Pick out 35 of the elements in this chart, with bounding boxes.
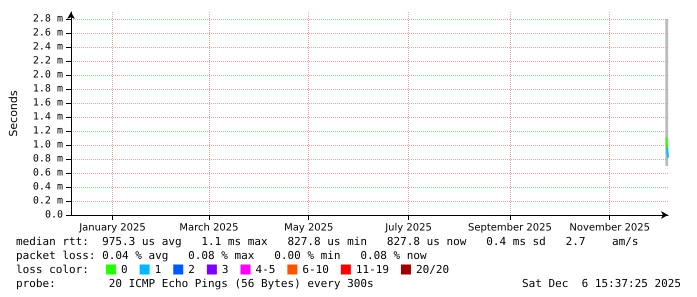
text: Sat Dec 6 15:37:25 2025 — [522, 277, 681, 291]
y-tick-label: 0.0 — [44, 210, 63, 220]
legend-label: 4-5 — [255, 263, 276, 276]
x-tick-label: November 2025 — [569, 222, 650, 234]
y-tick-label: 1.2 m — [32, 126, 63, 136]
legend-label: 1 — [154, 263, 162, 276]
y-tick-label: 0.6 m — [32, 168, 63, 178]
legend-label: 3 — [222, 263, 228, 276]
y-tick-label: 1.8 m — [32, 84, 63, 94]
x-tick-label: May 2025 — [284, 222, 334, 234]
legend-label: 6-10 — [302, 263, 329, 276]
legend-label: 0 — [121, 263, 128, 276]
y-tick-label: 1.6 m — [32, 98, 63, 108]
y-tick-label: 2.6 m — [32, 28, 63, 38]
y-tick-label: 0.8 m — [32, 154, 63, 164]
y-tick-label: 1.0 m — [32, 140, 63, 150]
y-tick-label: 0.4 m — [32, 182, 63, 192]
text: packet loss: 0.04 % avg 0.08 % max 0.00 % min 0.08 % now — [16, 249, 427, 263]
y-tick-label: 1.4 m — [32, 112, 63, 122]
legend-title: loss color: — [16, 263, 89, 277]
x-tick-label: September 2025 — [468, 222, 552, 234]
y-tick-label: 2.8 m — [32, 14, 63, 24]
y-tick-label: 2.2 m — [32, 56, 63, 66]
x-tick-label: January 2025 — [78, 222, 146, 234]
y-tick-label: 0.2 m — [32, 196, 63, 206]
legend-label: 20/20 — [416, 263, 450, 276]
y-axis-title: Seconds — [7, 90, 20, 137]
legend-label: 11-19 — [356, 263, 389, 276]
y-tick-label: 2.4 m — [32, 42, 63, 52]
x-tick-label: July 2025 — [384, 222, 432, 234]
x-tick-label: March 2025 — [179, 222, 239, 234]
legend-label: 2 — [188, 263, 195, 276]
y-tick-label: 2.0 m — [32, 70, 63, 80]
text: median rtt: 975.3 us avg 1.1 ms max 827.8 us min 827.8 us now 0.4 ms sd 2.7 am/s — [16, 235, 639, 249]
text: probe: 20 ICMP Echo Pings (56 Bytes) every 300s — [16, 277, 374, 291]
